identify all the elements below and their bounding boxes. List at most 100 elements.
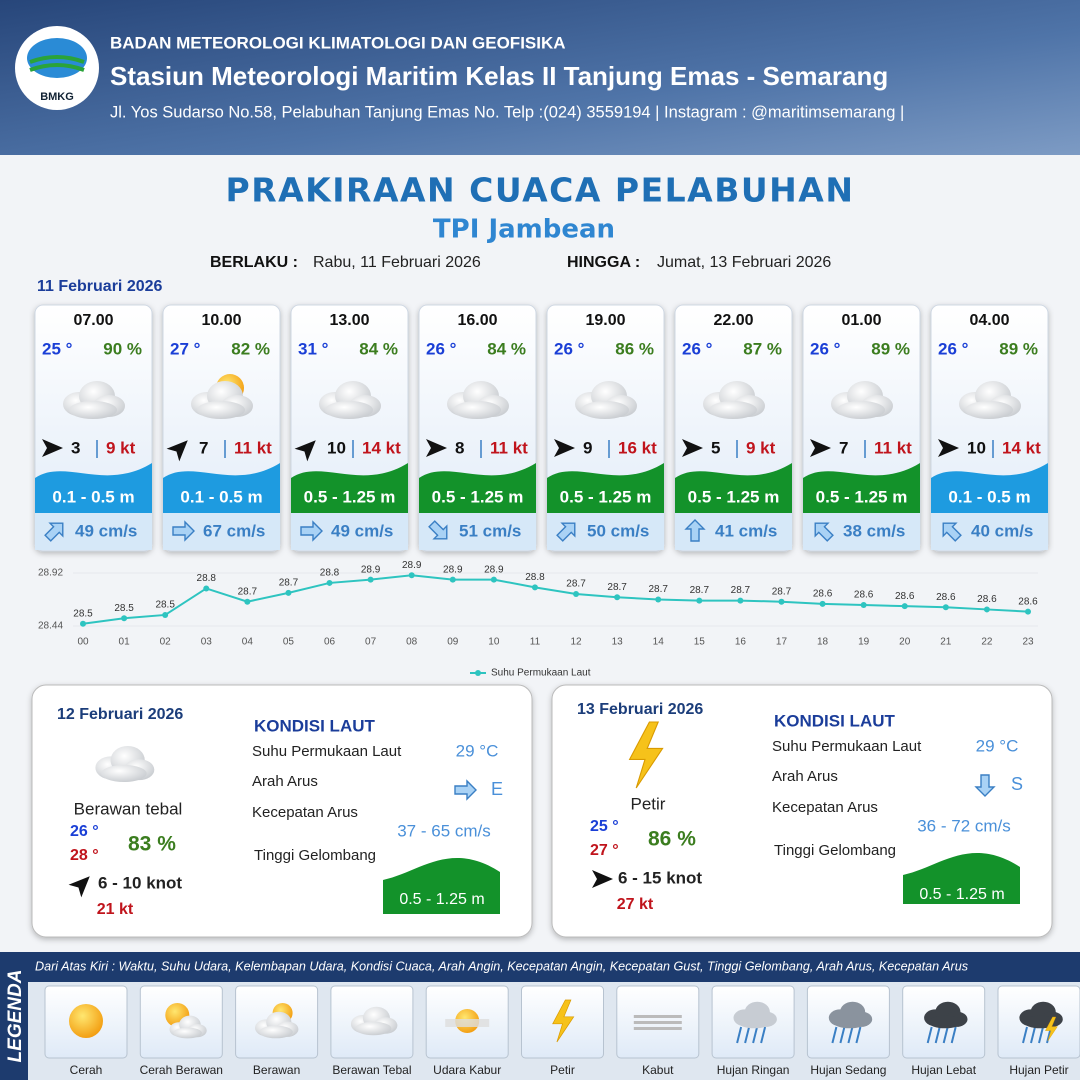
legend-item: Cerah Berawan bbox=[140, 1063, 223, 1077]
current-speed: 51 cm/s bbox=[459, 521, 521, 540]
wave-label: Tinggi Gelombang bbox=[774, 842, 896, 859]
temp-max: 27 ° bbox=[590, 842, 619, 859]
cloud-part bbox=[325, 401, 373, 419]
current-arrow bbox=[556, 522, 576, 542]
wind-arrow bbox=[592, 870, 613, 888]
rain bbox=[736, 1026, 743, 1044]
time: 10.00 bbox=[201, 312, 241, 329]
gust: 21 kt bbox=[97, 901, 134, 918]
wave-shape bbox=[675, 463, 792, 513]
x-tick-label: 20 bbox=[899, 637, 911, 648]
dir-label: Arah Arus bbox=[252, 773, 318, 790]
x-tick-label: 23 bbox=[1022, 637, 1034, 648]
bolt-icon bbox=[1045, 1016, 1058, 1042]
y-tick-label: 28.92 bbox=[38, 568, 63, 579]
humidity: 89 % bbox=[871, 339, 910, 358]
point bbox=[162, 611, 169, 618]
point bbox=[573, 590, 580, 597]
current-arrow bbox=[44, 522, 64, 542]
logo-stripes bbox=[29, 55, 85, 72]
sst-label: Suhu Permukaan Laut bbox=[252, 743, 402, 760]
x-tick-label: 09 bbox=[447, 637, 459, 648]
value-label: 28.6 bbox=[895, 591, 915, 602]
current-arrow bbox=[942, 522, 962, 542]
speed-label: Kecepatan Arus bbox=[252, 804, 358, 821]
from-label: BERLAKU : bbox=[210, 254, 298, 271]
address: Jl. Yos Sudarso No.58, Pelabuhan Tanjung… bbox=[110, 103, 904, 121]
wave-shape bbox=[291, 463, 408, 513]
wave-shape bbox=[35, 463, 152, 513]
x-tick-label: 08 bbox=[406, 637, 418, 648]
cloud-icon bbox=[447, 381, 509, 419]
cloud-part bbox=[69, 401, 117, 419]
gust: 11 kt bbox=[490, 438, 528, 457]
wind-speed: 10 bbox=[327, 438, 346, 457]
time: 16.00 bbox=[457, 312, 497, 329]
logo-text: BMKG bbox=[40, 91, 74, 103]
legend-item: Hujan Ringan bbox=[717, 1063, 790, 1077]
org: BADAN METEOROLOGI KLIMATOLOGI DAN GEOFIS… bbox=[110, 33, 566, 52]
value-label: 28.7 bbox=[690, 585, 710, 596]
cloud-part bbox=[928, 1015, 962, 1029]
humidity: 84 % bbox=[487, 339, 526, 358]
cloud-part bbox=[259, 1025, 293, 1039]
value-label: 28.7 bbox=[566, 579, 586, 590]
cloud-part bbox=[709, 401, 757, 419]
time: 13.00 bbox=[329, 312, 369, 329]
gust: 11 kt bbox=[874, 438, 912, 457]
current-arrow bbox=[974, 774, 996, 797]
humidity: 89 % bbox=[999, 339, 1038, 358]
cloud-icon bbox=[1019, 1001, 1063, 1029]
rain bbox=[926, 1026, 933, 1044]
value-label: 28.8 bbox=[525, 572, 545, 583]
sea-title: KONDISI LAUT bbox=[774, 711, 896, 730]
time: 01.00 bbox=[841, 312, 881, 329]
temp-min: 25 ° bbox=[590, 818, 619, 835]
legend-item: Hujan Sedang bbox=[810, 1063, 886, 1077]
speed: 37 - 65 cm/s bbox=[397, 821, 491, 840]
title: PRAKIRAAN CUACA PELABUHAN bbox=[226, 171, 855, 210]
wave-shape bbox=[547, 463, 664, 513]
temp-min: 26 ° bbox=[70, 823, 99, 840]
wind-speed: 7 bbox=[199, 438, 208, 457]
current-speed: 49 cm/s bbox=[331, 521, 393, 540]
weather: Berawan tebal bbox=[74, 799, 183, 818]
wind: 6 - 10 knot bbox=[98, 873, 182, 892]
value-label: 28.6 bbox=[936, 592, 956, 603]
wind-arrow bbox=[682, 439, 703, 457]
legend-item: Hujan Petir bbox=[1009, 1063, 1068, 1077]
rain bbox=[855, 1026, 862, 1044]
air-temp: 26 ° bbox=[938, 339, 969, 358]
legend-swatch bbox=[475, 670, 481, 676]
point bbox=[244, 598, 251, 605]
value-label: 28.8 bbox=[320, 568, 340, 579]
to-label: HINGGA : bbox=[567, 254, 640, 271]
value-label: 28.9 bbox=[484, 564, 504, 575]
cloud-part bbox=[837, 401, 885, 419]
air-temp: 31 ° bbox=[298, 339, 329, 358]
value-label: 28.5 bbox=[114, 603, 134, 614]
current-speed: 49 cm/s bbox=[75, 521, 137, 540]
x-tick-label: 18 bbox=[817, 637, 829, 648]
rain bbox=[950, 1026, 957, 1044]
cloud-icon bbox=[169, 1015, 207, 1039]
value-label: 28.6 bbox=[813, 589, 833, 600]
point bbox=[408, 572, 415, 579]
rain bbox=[760, 1026, 767, 1044]
point bbox=[901, 603, 908, 610]
legend-bar bbox=[0, 952, 1080, 982]
wind-speed: 3 bbox=[71, 438, 80, 457]
value-label: 28.5 bbox=[155, 600, 175, 611]
wind-arrow bbox=[554, 439, 575, 457]
cloud-icon bbox=[959, 381, 1021, 419]
legend-item: Petir bbox=[550, 1063, 575, 1077]
current-speed: 67 cm/s bbox=[203, 521, 265, 540]
value-label: 28.7 bbox=[238, 586, 258, 597]
wind-speed: 9 bbox=[583, 438, 592, 457]
wave-height: 0.1 - 0.5 m bbox=[948, 487, 1030, 506]
legend-description: Dari Atas Kiri : Waktu, Suhu Udara, Kele… bbox=[35, 959, 969, 973]
point bbox=[326, 579, 333, 586]
x-tick-label: 01 bbox=[119, 637, 131, 648]
gust: 14 kt bbox=[362, 438, 401, 457]
